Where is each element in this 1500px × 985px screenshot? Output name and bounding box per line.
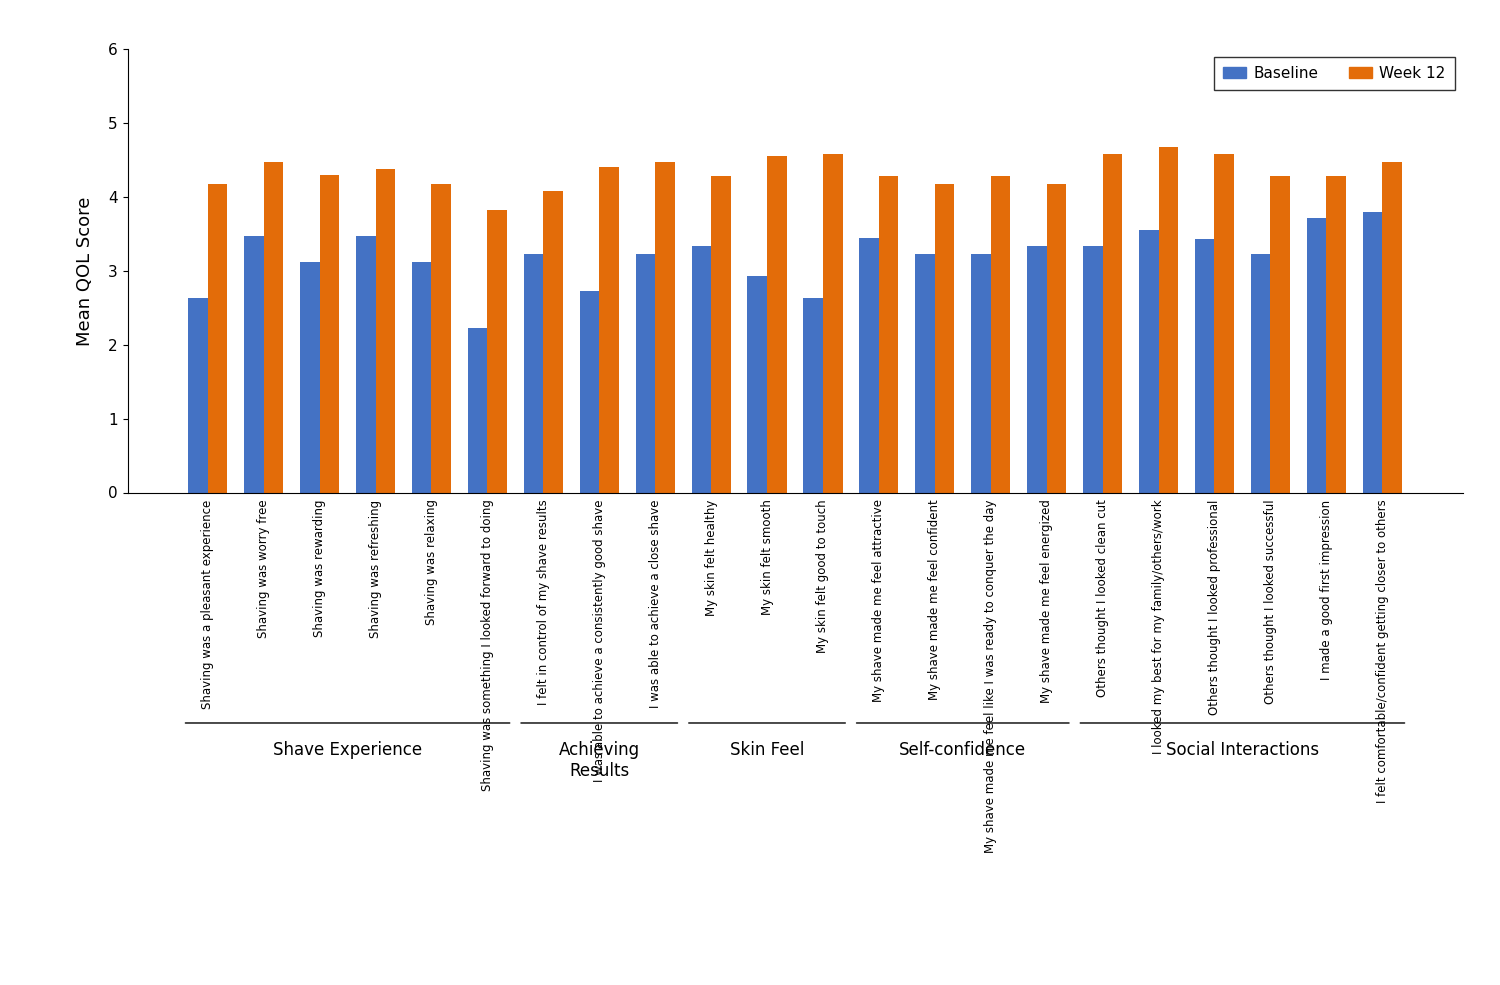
Bar [244,236,264,492]
Bar [990,176,1011,492]
Text: Skin Feel: Skin Feel [730,741,804,758]
Bar [711,176,730,492]
Bar [579,291,600,492]
Bar [1215,154,1234,492]
Bar [656,162,675,492]
Bar [1047,184,1066,492]
Bar [1382,162,1402,492]
Text: Shave Experience: Shave Experience [273,741,422,758]
Bar [209,184,228,492]
Bar [915,254,934,492]
Bar [356,236,375,492]
Bar [934,184,954,492]
Bar [264,162,284,492]
Bar [375,169,394,492]
Text: Social Interactions: Social Interactions [1166,741,1318,758]
Y-axis label: Mean QOL Score: Mean QOL Score [76,196,94,346]
Bar [1326,176,1346,492]
Bar [1270,176,1290,492]
Bar [320,175,339,492]
Text: Self-confidence: Self-confidence [898,741,1026,758]
Bar [1362,212,1382,492]
Bar [879,176,898,492]
Bar [1158,147,1178,492]
Bar [413,262,432,492]
Bar [432,184,451,492]
Bar [1196,239,1215,492]
Bar [1028,246,1047,492]
Bar [600,167,619,492]
Bar [524,254,543,492]
Bar [859,237,879,492]
Legend: Baseline, Week 12: Baseline, Week 12 [1214,57,1455,91]
Bar [468,328,488,492]
Bar [766,157,786,492]
Bar [804,298,824,492]
Bar [824,154,843,492]
Bar [1251,254,1270,492]
Bar [488,210,507,493]
Bar [747,276,766,492]
Bar [1306,218,1326,492]
Text: Achieving
Results: Achieving Results [558,741,640,779]
Bar [1102,154,1122,492]
Bar [1083,246,1102,492]
Bar [1138,230,1158,492]
Bar [300,262,320,492]
Bar [692,246,711,492]
Bar [636,254,656,492]
Bar [543,191,562,492]
Bar [970,254,990,492]
Bar [188,298,209,492]
